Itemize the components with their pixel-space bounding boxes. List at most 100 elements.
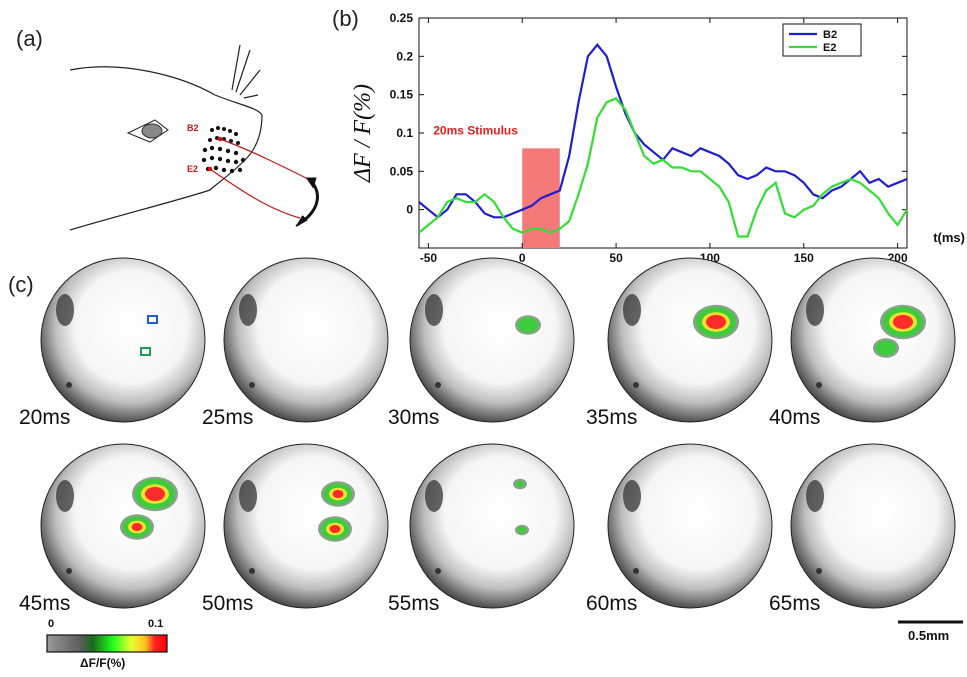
spot-yellow <box>889 312 917 332</box>
spot-halo <box>513 478 527 490</box>
cortex-disk <box>790 443 956 609</box>
plot-area <box>418 17 908 249</box>
cortex-disk <box>409 257 575 423</box>
activation-spot <box>693 304 739 340</box>
spot-red <box>145 487 165 501</box>
activation-spot <box>321 481 355 507</box>
x-tick-label: 200 <box>888 251 908 265</box>
legend-entry-b2: B2 <box>823 29 837 41</box>
spot-green <box>516 481 524 487</box>
imaging-frame-65ms <box>790 443 956 609</box>
imaging-frame-60ms <box>607 443 773 609</box>
activation-spot <box>880 304 926 340</box>
spot-green <box>324 483 352 505</box>
dark-speck <box>66 382 72 388</box>
dark-speck <box>816 382 822 388</box>
dark-speck <box>816 568 822 574</box>
imaging-frame-50ms <box>223 443 389 609</box>
cortex-disk <box>607 443 773 609</box>
vessel-shadow <box>425 294 443 326</box>
vessel-shadow <box>623 294 641 326</box>
dark-speck <box>249 568 255 574</box>
y-tick-label: 0.25 <box>390 11 414 25</box>
y-tick-label: 0.15 <box>390 88 414 102</box>
dark-speck <box>435 568 441 574</box>
frame-time-label: 20ms <box>19 406 71 429</box>
spot-green <box>321 518 349 540</box>
dark-speck <box>66 568 72 574</box>
spot-halo <box>318 516 352 542</box>
colorbar-title: ΔF/F(%) <box>80 656 126 670</box>
frame-time-label: 25ms <box>202 406 254 429</box>
spot-green <box>883 307 923 337</box>
cortex-disk <box>223 257 389 423</box>
x-axis-label: t(ms) <box>933 230 965 245</box>
frame-time-label: 55ms <box>388 592 440 615</box>
dark-speck <box>633 382 639 388</box>
colorbar-max-label: 0.1 <box>148 618 164 630</box>
spot-halo <box>515 315 541 335</box>
whisker-pad-dots <box>201 126 246 174</box>
y-tick-label: 0 <box>406 203 413 217</box>
vessel-shadow <box>239 294 257 326</box>
activation-spot <box>513 478 527 490</box>
spot-red <box>706 315 726 329</box>
colorbar-min-label: 0 <box>48 618 55 630</box>
imaging-frame-35ms <box>607 257 773 423</box>
spot-yellow <box>326 522 344 536</box>
activation-spot <box>318 516 352 542</box>
frame-time-label: 30ms <box>388 406 440 429</box>
imaging-frame-25ms <box>223 257 389 423</box>
spot-halo <box>880 304 926 340</box>
imaging-frame-55ms <box>409 443 575 609</box>
spot-green <box>518 317 538 333</box>
spot-red <box>329 524 341 534</box>
frame-time-label: 60ms <box>586 592 638 615</box>
frame-time-label: 45ms <box>19 592 71 615</box>
spot-yellow <box>141 484 169 504</box>
series-line-e2 <box>418 97 908 238</box>
activation-spot <box>873 338 899 358</box>
y-tick-label: 0.05 <box>390 164 414 178</box>
panel-label-b: (b) <box>332 6 359 31</box>
frame-time-label: 35ms <box>586 406 638 429</box>
spot-halo <box>873 338 899 358</box>
cortex-disk <box>223 443 389 609</box>
cortex-disk <box>40 443 206 609</box>
vessel-shadow <box>56 480 74 512</box>
roi-e2 <box>140 347 151 356</box>
activation-spot <box>515 524 529 536</box>
cortex-disk <box>790 257 956 423</box>
imaging-frame-20ms <box>40 257 206 423</box>
roi-b2 <box>147 315 158 324</box>
x-tick-label: 0 <box>519 251 526 265</box>
imaging-frame-45ms <box>40 443 206 609</box>
y-axis-label: ΔF / F(%) <box>350 84 376 183</box>
legend-box <box>782 23 862 57</box>
y-tick-label: 0.2 <box>396 49 413 63</box>
dark-speck <box>435 382 441 388</box>
activation-spot <box>132 476 178 512</box>
spot-yellow <box>128 520 146 534</box>
spot-green <box>518 527 526 533</box>
x-tick-label: 100 <box>700 251 720 265</box>
spot-green <box>123 516 151 538</box>
vessel-shadow <box>239 480 257 512</box>
vessel-shadow <box>806 294 824 326</box>
spot-green <box>135 479 175 509</box>
series-line-b2 <box>418 43 908 219</box>
spot-red <box>332 489 344 499</box>
spot-halo <box>132 476 178 512</box>
panel-label-c: (c) <box>8 272 34 297</box>
spot-green <box>696 307 736 337</box>
stimulus-label: 20ms Stimulus <box>433 123 518 137</box>
x-tick-label: 150 <box>794 251 814 265</box>
x-tick-label: 50 <box>609 251 623 265</box>
spot-yellow <box>702 312 730 332</box>
spot-halo <box>120 514 154 540</box>
imaging-frame-30ms <box>409 257 575 423</box>
cortex-disk <box>607 257 773 423</box>
vessel-shadow <box>56 294 74 326</box>
panel-label-a: (a) <box>16 26 43 51</box>
spot-red <box>131 522 143 532</box>
